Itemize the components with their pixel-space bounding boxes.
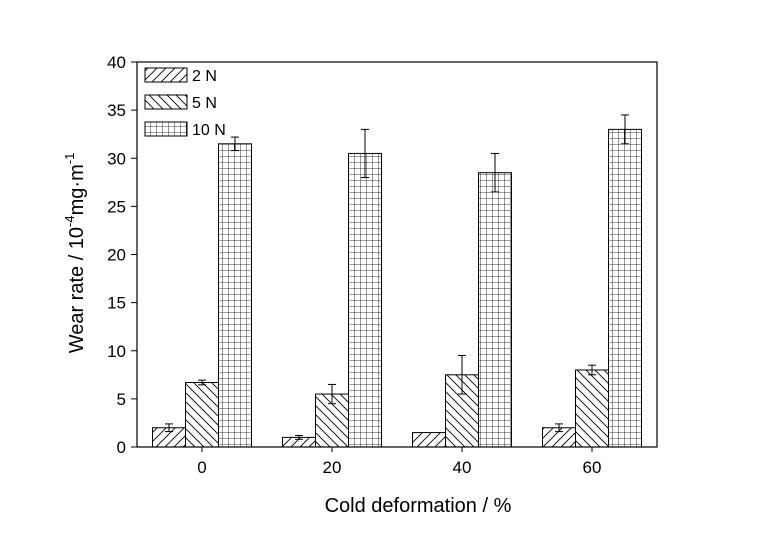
bar-10n-60 (608, 128, 642, 448)
legend-label: 2 N (192, 68, 217, 85)
y-axis-label: Wear rate / 10-4mg·m-1 (62, 153, 88, 354)
y-tick-label: 0 (117, 438, 126, 457)
bar-5n-0 (185, 382, 219, 448)
bar-10n-20 (348, 152, 382, 448)
y-axis-label-units: mg·m (66, 164, 88, 215)
legend-label: 5 N (192, 95, 217, 112)
y-tick-label: 30 (107, 149, 126, 168)
bar-2n-40 (412, 432, 446, 448)
y-axis-label-exponent-2: -1 (62, 153, 77, 165)
legend-swatch-5n (144, 94, 188, 110)
x-tick-label: 20 (323, 458, 342, 477)
bar-10n-0 (218, 143, 252, 448)
y-tick-label: 40 (107, 53, 126, 72)
x-tick-label: 60 (583, 458, 602, 477)
y-tick-label: 35 (107, 101, 126, 120)
y-tick-label: 15 (107, 294, 126, 313)
legend-label: 10 N (192, 122, 226, 139)
y-axis-label-exponent: -4 (62, 215, 77, 227)
x-tick-label: 40 (453, 458, 472, 477)
bar-10n-40 (478, 172, 512, 448)
legend-swatch-2n (144, 67, 188, 83)
y-tick-label: 25 (107, 197, 126, 216)
bar-5n-60 (575, 369, 609, 448)
y-axis-label-prefix: Wear rate / 10 (66, 227, 88, 353)
y-tick-label: 20 (107, 246, 126, 265)
legend-swatch-10n (144, 121, 188, 137)
x-tick-label: 0 (197, 458, 206, 477)
y-tick-label: 10 (107, 342, 126, 361)
x-axis-label: Cold deformation / % (325, 495, 512, 517)
y-tick-label: 5 (117, 390, 126, 409)
